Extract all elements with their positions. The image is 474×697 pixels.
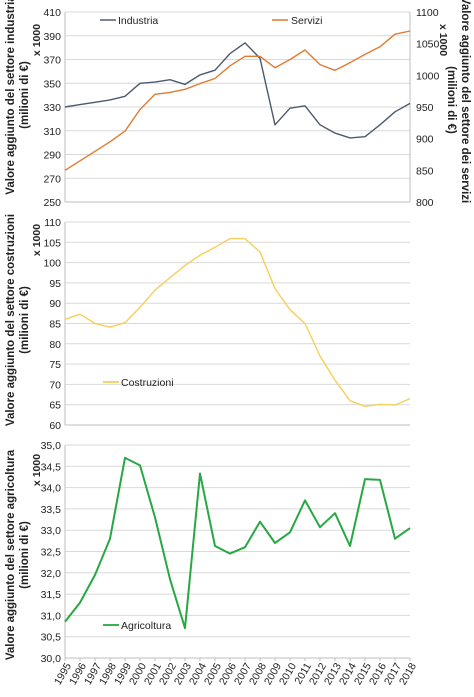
series-line-costruzioni	[64, 237, 411, 407]
series-line-agricoltura	[64, 456, 411, 630]
y-tick-label-right: 1000	[416, 70, 440, 82]
y-tick-label: 80	[49, 339, 61, 351]
series-line-industria	[64, 42, 411, 139]
y-tick-label-left: 270	[43, 173, 61, 185]
y-tick-label-left: 250	[43, 197, 61, 209]
y-tick-label: 31,5	[41, 589, 62, 601]
legend-label-servizi: Servizi	[291, 15, 323, 27]
y-tick-label: 35,0	[41, 440, 62, 452]
y-tick-label-left: 390	[43, 31, 61, 43]
y-axis-title-line: Valore aggiunto del settore costruzioni	[5, 214, 17, 426]
y-tick-label-right: 850	[416, 165, 434, 177]
x-tick-label: 2018	[397, 661, 419, 687]
y-tick-label-right: 1050	[416, 39, 440, 51]
y-tick-label-left: 410	[43, 7, 61, 19]
y-tick-label-right: 950	[416, 102, 434, 114]
y-tick-label: 34,0	[41, 483, 62, 495]
y-tick-label-left: 350	[43, 78, 61, 90]
y-axis-title-line: (milioni di €)	[19, 521, 31, 589]
y-tick-label-right: 800	[416, 197, 434, 209]
y-tick-label-left: 290	[43, 150, 61, 162]
y-axis-title-line: Valore aggiunto del settore agricoltura	[5, 449, 17, 660]
y-tick-label: 70	[49, 379, 61, 391]
y-axis-title-line: (milioni di €)	[19, 286, 31, 354]
y-axis-title-left: Valore aggiunto del settore industria (mi…	[5, 0, 31, 195]
legend-label-agricoltura: Agricoltura	[121, 620, 171, 632]
legend-label-costruzioni: Costruzioni	[121, 377, 174, 389]
y-tick-label: 110	[44, 217, 61, 229]
y-tick-label: 85	[49, 319, 61, 331]
y-axis-title: Valore aggiunto del settore agricoltura(…	[5, 449, 31, 660]
y-tick-label-left: 370	[43, 55, 61, 67]
y-tick-label-right: 1100	[416, 7, 439, 19]
multiplier-left: x 1000	[31, 24, 43, 56]
y-tick-label: 33,0	[41, 525, 62, 537]
multiplier: x 1000	[31, 224, 43, 256]
y-tick-label-left: 330	[43, 102, 61, 114]
y-axis-title-left-line: (milioni di €)	[19, 61, 31, 129]
y-tick-label: 90	[49, 298, 61, 310]
multiplier: x 1000	[31, 454, 43, 486]
multiplier-right: x 1000	[437, 24, 449, 56]
y-tick-label: 32,0	[41, 568, 62, 580]
y-tick-label: 100	[43, 258, 61, 270]
y-axis-title-right: Valore aggiunto del settore dei servizi(…	[445, 0, 471, 203]
y-tick-label: 30,0	[41, 653, 62, 665]
y-tick-label: 105	[43, 237, 61, 249]
series-line-servizi	[64, 30, 411, 171]
y-tick-label-left: 310	[43, 126, 61, 138]
y-tick-label: 30,5	[41, 632, 62, 644]
y-axis-title-right-line: (milioni di €)	[445, 66, 457, 134]
y-tick-label-right: 900	[416, 134, 434, 146]
y-tick-label: 75	[49, 359, 61, 371]
y-tick-label: 33,5	[41, 504, 62, 516]
y-axis-title: Valore aggiunto del settore costruzioni(…	[5, 214, 31, 426]
legend-label-industria: Industria	[118, 15, 158, 27]
y-axis-title-right-line: Valore aggiunto del settore dei servizi	[459, 0, 471, 203]
y-tick-label: 31,0	[41, 610, 62, 622]
y-tick-label: 32,5	[41, 547, 62, 559]
y-tick-label: 34,5	[41, 461, 62, 473]
y-tick-label: 65	[49, 400, 61, 412]
y-tick-label: 95	[49, 278, 61, 290]
y-axis-title-left-line: Valore aggiunto del settore industria	[5, 0, 17, 195]
y-tick-label: 60	[49, 420, 61, 432]
